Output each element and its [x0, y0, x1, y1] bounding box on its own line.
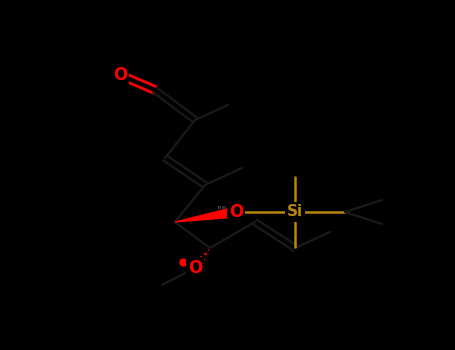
- Text: O: O: [188, 259, 202, 277]
- Text: O: O: [113, 66, 127, 84]
- Polygon shape: [175, 207, 237, 222]
- Text: O: O: [229, 203, 243, 221]
- Text: Si: Si: [287, 204, 303, 219]
- Text: "": "": [217, 205, 227, 215]
